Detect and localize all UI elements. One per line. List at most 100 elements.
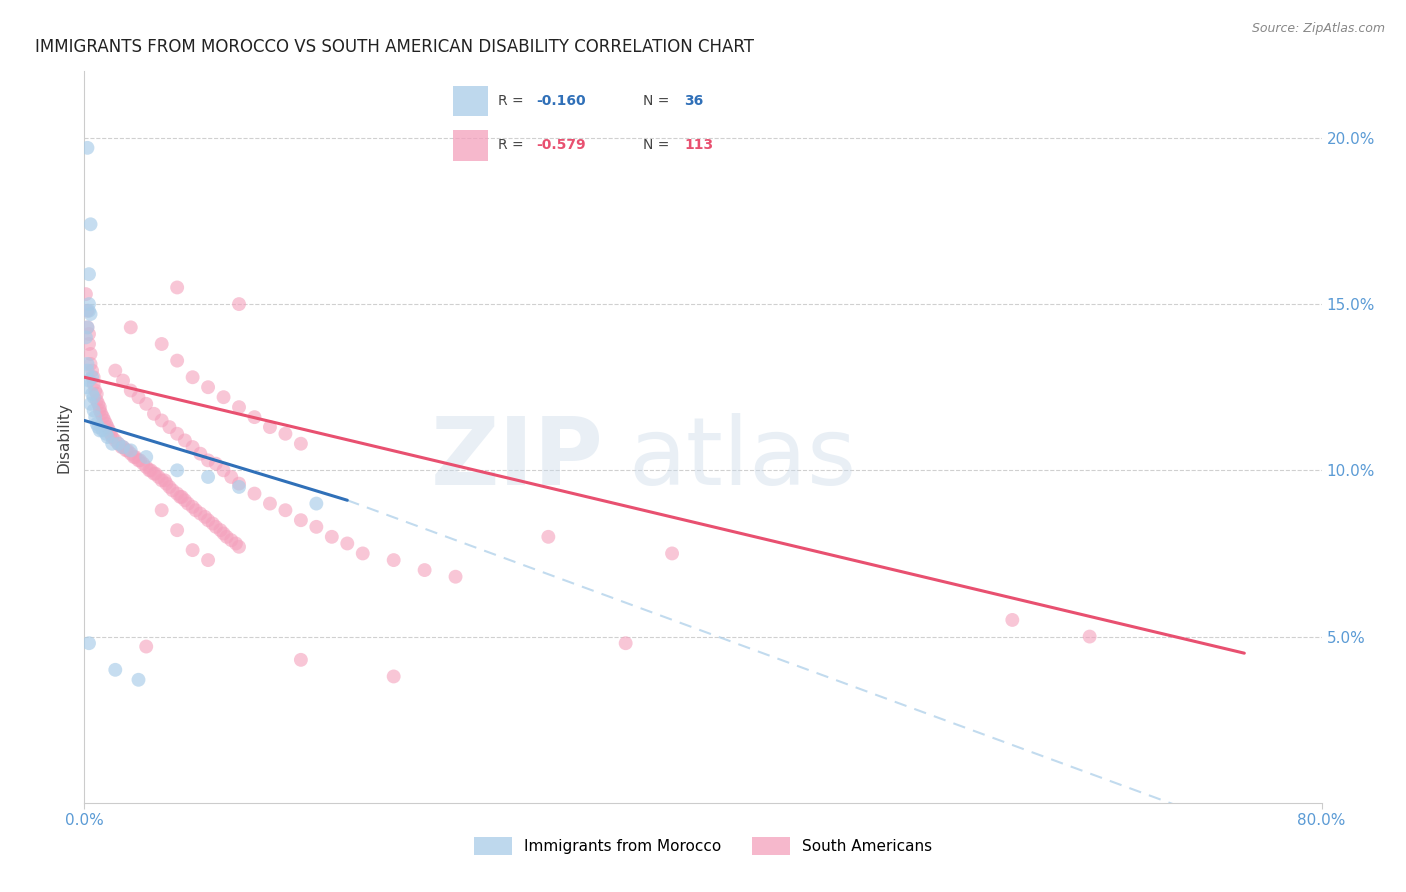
Point — [75, 287, 97, 301]
Point — [166, 523, 188, 537]
Point — [243, 486, 266, 500]
Point — [100, 426, 122, 441]
Point — [614, 636, 637, 650]
Point — [305, 520, 328, 534]
Point — [86, 387, 108, 401]
Point — [155, 476, 177, 491]
Point — [138, 463, 160, 477]
Point — [153, 473, 176, 487]
Point — [181, 543, 204, 558]
Point — [77, 374, 100, 388]
Point — [162, 483, 184, 498]
Point — [76, 357, 98, 371]
Point — [83, 376, 105, 391]
Point — [104, 363, 127, 377]
Point — [93, 413, 115, 427]
Point — [117, 443, 139, 458]
Point — [76, 320, 98, 334]
Point — [413, 563, 436, 577]
Point — [98, 424, 121, 438]
Point — [197, 453, 219, 467]
Point — [145, 467, 167, 481]
Point — [124, 450, 146, 464]
Point — [243, 410, 266, 425]
Point — [135, 397, 157, 411]
Point — [336, 536, 359, 550]
Point — [132, 457, 155, 471]
Point — [89, 400, 111, 414]
Point — [89, 424, 111, 438]
Point — [120, 447, 142, 461]
Point — [104, 434, 127, 448]
Point — [219, 470, 242, 484]
Text: -0.579: -0.579 — [536, 138, 585, 153]
Point — [127, 673, 149, 687]
Point — [115, 443, 138, 458]
Point — [194, 509, 217, 524]
Point — [290, 513, 312, 527]
Point — [76, 363, 98, 377]
Point — [76, 320, 98, 334]
Point — [96, 420, 118, 434]
Text: ZIP: ZIP — [432, 413, 605, 505]
Point — [122, 450, 145, 464]
Point — [90, 407, 112, 421]
Point — [79, 347, 101, 361]
Point — [143, 407, 166, 421]
Point — [148, 470, 170, 484]
Point — [82, 370, 104, 384]
Point — [112, 374, 135, 388]
Point — [181, 500, 204, 514]
Text: -0.160: -0.160 — [536, 95, 585, 108]
Point — [382, 669, 405, 683]
Point — [188, 447, 211, 461]
Point — [79, 307, 101, 321]
Point — [84, 384, 107, 398]
Point — [1001, 613, 1024, 627]
Point — [75, 380, 97, 394]
Bar — [453, 86, 488, 117]
Point — [215, 530, 238, 544]
Point — [120, 443, 142, 458]
Point — [177, 497, 200, 511]
Legend: Immigrants from Morocco, South Americans: Immigrants from Morocco, South Americans — [468, 831, 938, 861]
Point — [87, 397, 110, 411]
Point — [159, 420, 180, 434]
Point — [77, 337, 100, 351]
Text: 36: 36 — [685, 95, 703, 108]
Point — [101, 436, 124, 450]
Point — [188, 507, 211, 521]
Point — [166, 486, 188, 500]
Text: Source: ZipAtlas.com: Source: ZipAtlas.com — [1251, 22, 1385, 36]
Point — [82, 363, 104, 377]
Point — [120, 384, 142, 398]
Point — [166, 280, 188, 294]
Point — [127, 390, 149, 404]
Point — [212, 463, 235, 477]
Point — [228, 400, 250, 414]
Point — [77, 636, 100, 650]
Point — [274, 503, 297, 517]
Point — [150, 503, 173, 517]
Point — [77, 326, 100, 341]
Point — [101, 430, 124, 444]
Point — [75, 330, 97, 344]
Point — [228, 297, 250, 311]
Point — [166, 426, 188, 441]
Point — [197, 513, 219, 527]
Point — [79, 217, 101, 231]
Point — [135, 640, 157, 654]
Point — [174, 434, 197, 448]
Point — [290, 436, 312, 450]
Point — [110, 440, 132, 454]
Point — [84, 410, 107, 425]
Point — [228, 480, 250, 494]
Text: R =: R = — [498, 138, 529, 153]
Point — [86, 417, 108, 431]
Point — [184, 503, 207, 517]
Point — [83, 390, 105, 404]
Point — [219, 533, 242, 548]
Point — [76, 303, 98, 318]
Point — [225, 536, 247, 550]
Point — [181, 440, 204, 454]
